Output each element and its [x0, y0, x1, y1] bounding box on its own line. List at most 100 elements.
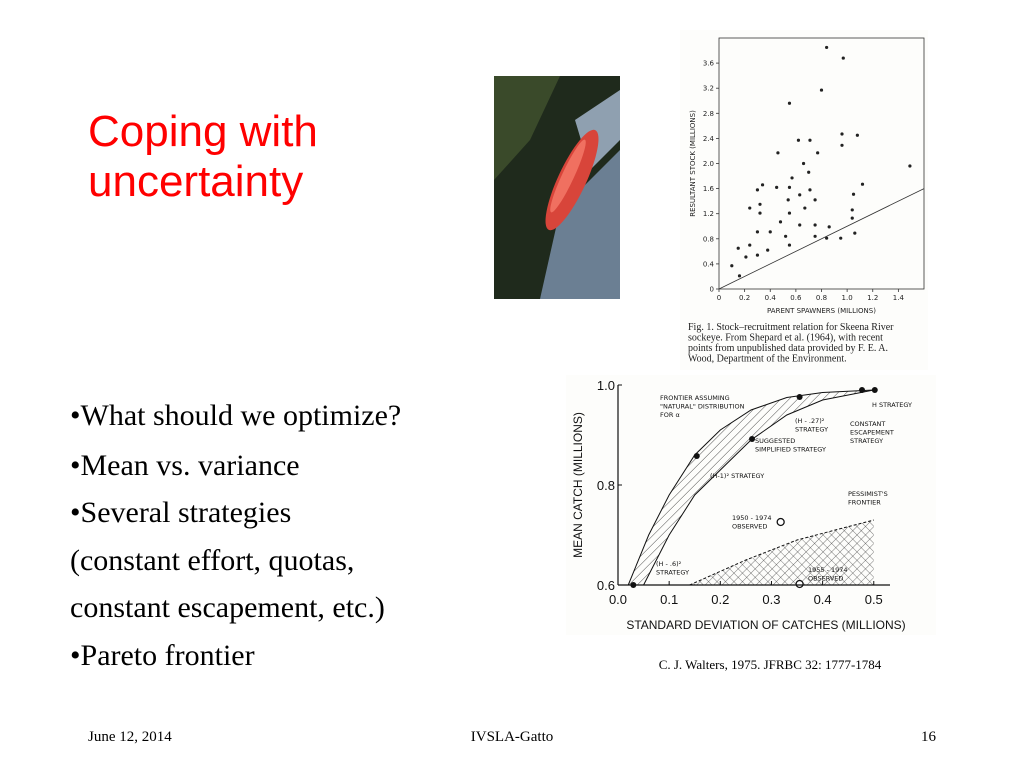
strategy-point	[796, 394, 803, 400]
data-point	[766, 248, 770, 252]
x-tick-label: 0.8	[816, 294, 827, 302]
bullet-text: •Mean vs. variance	[70, 449, 300, 482]
x-tick-label: 0.1	[660, 592, 678, 607]
data-point	[760, 183, 765, 187]
observed-point	[795, 579, 804, 589]
data-point	[816, 151, 820, 155]
data-point	[851, 192, 856, 196]
x-tick-label: 1.4	[893, 294, 905, 302]
annotation: FRONTIER ASSUMING	[660, 394, 730, 402]
annotation: FOR α	[660, 411, 680, 419]
replacement-line	[718, 188, 925, 290]
figure-caption: Fig. 1. Stock–recruitment relation for S…	[688, 322, 894, 333]
data-point	[803, 206, 807, 210]
annotation: STRATEGY	[850, 437, 883, 445]
frontier-line	[689, 519, 874, 586]
data-point	[813, 234, 817, 238]
data-point	[908, 164, 912, 168]
frontier-line	[643, 389, 874, 586]
x-axis-label: STANDARD DEVIATION OF CATCHES (MILLIONS)	[626, 618, 905, 632]
x-tick-label: 0	[717, 294, 721, 302]
y-tick-label: 3.6	[703, 60, 715, 68]
annotation: STRATEGY	[795, 426, 828, 434]
data-point	[784, 234, 788, 238]
y-tick-label: 0.8	[703, 235, 714, 243]
data-point	[839, 236, 843, 240]
x-axis-label: PARENT SPAWNERS (MILLIONS)	[767, 307, 876, 315]
data-point	[853, 231, 857, 235]
y-tick-label: 1.6	[703, 185, 715, 193]
strategy-point	[871, 387, 878, 393]
data-point	[755, 188, 760, 192]
bullet-text: (constant effort, quotas,	[70, 544, 354, 577]
x-tick-label: 0.2	[711, 592, 729, 607]
y-tick-label: 1.0	[597, 378, 615, 393]
data-point	[840, 143, 844, 147]
data-point	[758, 202, 762, 206]
annotation: STRATEGY	[656, 569, 689, 577]
x-tick-label: 0.6	[790, 294, 802, 302]
annotation: (H - .6)²	[656, 560, 682, 568]
x-tick-label: 0.5	[865, 592, 883, 607]
x-tick-label: 0.4	[765, 294, 777, 302]
annotation: 1955 - 1974	[808, 566, 848, 574]
data-point	[744, 255, 748, 259]
figure-caption: Wood, Department of the Environment.	[688, 354, 847, 365]
figure-caption: sockeye. From Shepard et al. (1964), wit…	[688, 333, 883, 344]
x-tick-label: 0.3	[762, 592, 780, 607]
slide-title: Coping with	[88, 107, 318, 156]
bullet-text: •Pareto frontier	[70, 639, 255, 672]
annotation: PESSIMIST'S	[848, 490, 888, 498]
data-point	[827, 225, 831, 229]
data-point	[768, 230, 772, 234]
y-tick-label: 3.2	[703, 85, 714, 93]
y-tick-label: 0.8	[597, 478, 615, 493]
photo	[494, 76, 620, 299]
strategy-point	[749, 436, 756, 442]
data-point	[796, 138, 801, 142]
frontier-band	[628, 390, 874, 585]
data-point	[807, 170, 811, 174]
data-point	[813, 223, 817, 227]
pessimist-band	[689, 520, 874, 585]
y-tick-label: 0	[710, 286, 714, 294]
figure1-panel	[680, 30, 928, 370]
data-point	[798, 223, 802, 227]
bullet-text: •Several strategies	[70, 496, 291, 529]
y-tick-label: 1.2	[703, 210, 714, 218]
data-point	[808, 138, 812, 142]
data-point	[850, 208, 854, 212]
x-tick-label: 1.2	[867, 294, 878, 302]
data-point	[787, 243, 792, 247]
data-point	[775, 185, 779, 189]
y-tick-label: 0.6	[597, 578, 615, 593]
annotation: SUGGESTED	[755, 437, 795, 445]
data-point	[813, 198, 817, 202]
y-axis-label: RESULTANT STOCK (MILLIONS)	[689, 110, 697, 217]
annotation: 1950 - 1974	[732, 514, 772, 522]
slide-title: uncertainty	[88, 157, 303, 206]
footer-center: IVSLA-Gatto	[471, 729, 554, 745]
data-point	[736, 246, 740, 250]
y-tick-label: 2.8	[703, 110, 714, 118]
data-point	[841, 56, 845, 60]
data-point	[737, 274, 742, 278]
data-point	[790, 176, 794, 180]
annotation: OBSERVED	[732, 523, 767, 531]
data-point	[808, 188, 812, 192]
figure-caption: points from unpublished data provided by…	[688, 343, 888, 354]
x-tick-label: 0.4	[814, 592, 832, 607]
annotation: FRONTIER	[848, 499, 881, 507]
annotation: (H-1)² STRATEGY	[710, 472, 764, 480]
data-point	[860, 182, 865, 186]
data-point	[755, 253, 760, 257]
data-point	[748, 206, 752, 210]
strategy-point	[859, 387, 866, 393]
data-point	[855, 133, 859, 137]
footer-date: June 12, 2014	[88, 729, 172, 745]
data-point	[787, 211, 792, 215]
annotation: ESCAPEMENT	[850, 429, 894, 437]
data-point	[825, 236, 829, 240]
footer-page: 16	[921, 729, 937, 745]
x-tick-label: 0.2	[739, 294, 750, 302]
